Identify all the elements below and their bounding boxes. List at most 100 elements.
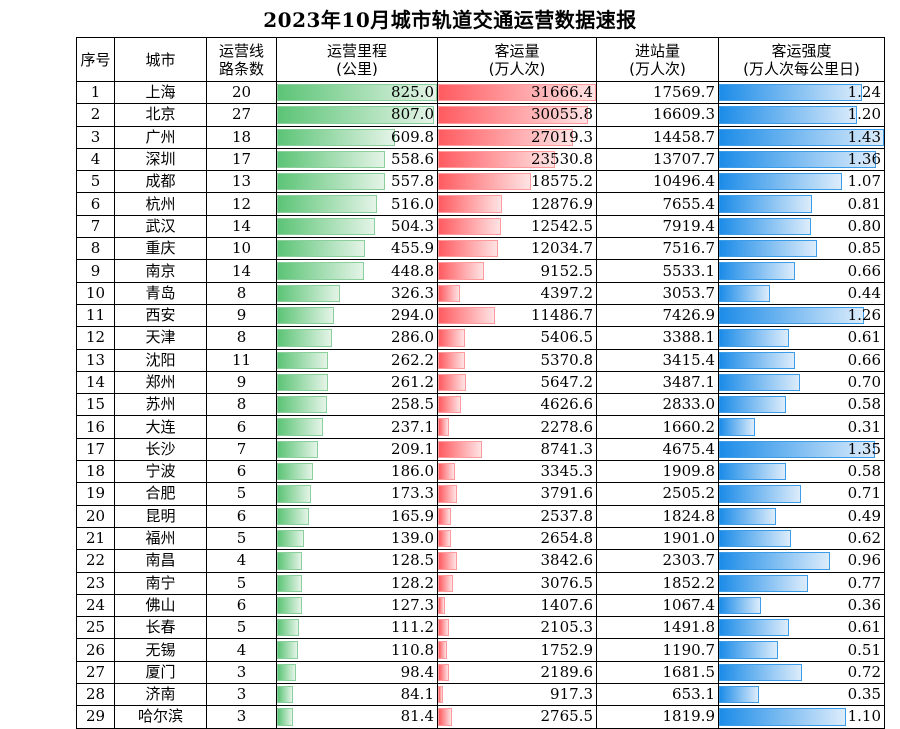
ridership-value: 2537.8 [540,506,594,525]
row-intensity: 1.20 [718,103,885,127]
row-intensity: 0.66 [718,348,885,372]
row-index: 12 [76,326,115,350]
table-row: 23 南宁 5 128.2 3076.5 1852.2 0.77 [76,571,885,595]
ridership-value: 2654.8 [540,529,594,548]
mileage-databar [277,306,335,325]
row-lines: 13 [206,170,277,194]
ridership-databar [438,284,460,302]
header-index: 序号 [76,37,115,82]
intensity-value: 0.58 [847,462,881,481]
intensity-databar [719,574,808,592]
header-lines: 运营线 路条数 [206,37,277,82]
row-mileage: 326.3 [276,281,438,305]
row-city: 佛山 [114,593,207,618]
header-intensity: 客运强度 (万人次每公里日) [718,37,885,82]
mileage-value: 165.9 [391,506,434,525]
ridership-databar [438,440,482,459]
ridership-databar [438,262,484,280]
mileage-value: 825.0 [391,83,434,102]
row-ridership: 9152.5 [437,259,597,283]
row-entries: 1660.2 [596,415,719,439]
row-ridership: 2278.6 [437,415,597,439]
row-mileage: 209.1 [276,437,438,462]
intensity-databar [719,84,863,102]
ridership-value: 3076.5 [540,573,594,592]
mileage-databar [277,463,314,481]
intensity-databar [719,373,800,392]
intensity-value: 1.10 [847,707,881,726]
ridership-databar [438,173,531,191]
intensity-value: 0.85 [847,239,881,258]
row-index: 9 [76,259,115,283]
row-entries: 17569.7 [596,80,719,105]
row-ridership: 11486.7 [437,303,597,328]
row-lines: 3 [206,683,277,707]
row-mileage: 127.3 [276,593,438,618]
row-mileage: 98.4 [276,660,438,685]
mileage-value: 186.0 [391,462,434,481]
table-row: 3 广州 18 609.8 27019.3 14458.7 1.43 [76,125,885,149]
row-index: 29 [76,705,115,729]
row-lines: 5 [206,616,277,640]
intensity-databar [719,619,790,637]
row-index: 8 [76,237,115,261]
intensity-value: 0.61 [847,328,881,347]
row-index: 6 [76,192,115,216]
ridership-databar [438,485,457,503]
row-ridership: 917.3 [437,683,597,707]
row-ridership: 2105.3 [437,616,597,640]
ridership-value: 5647.2 [540,373,594,391]
mileage-value: 111.2 [391,618,434,637]
table-row: 18 宁波 6 186.0 3345.3 1909.8 0.58 [76,460,885,484]
row-index: 24 [76,593,115,618]
row-intensity: 0.71 [718,482,885,506]
row-ridership: 2654.8 [437,526,597,551]
mileage-value: 261.2 [391,373,434,391]
row-mileage: 261.2 [276,370,438,395]
row-lines: 12 [206,192,277,216]
mileage-value: 84.1 [400,685,434,704]
row-ridership: 30055.8 [437,103,597,127]
ridership-value: 11486.7 [530,306,593,325]
intensity-databar [719,128,884,146]
row-ridership: 2537.8 [437,504,597,528]
row-mileage: 84.1 [276,683,438,707]
intensity-databar [719,529,791,548]
mileage-value: 81.4 [400,707,434,726]
ridership-value: 3345.3 [540,462,594,481]
mileage-value: 262.2 [391,350,434,369]
row-city: 南宁 [114,571,207,595]
intensity-databar [719,596,761,615]
table-row: 22 南昌 4 128.5 3842.6 2303.7 0.96 [76,549,885,573]
row-intensity: 0.36 [718,593,885,618]
ridership-value: 12034.7 [530,239,593,258]
mileage-databar [277,262,365,280]
row-intensity: 0.49 [718,504,885,528]
row-ridership: 3842.6 [437,549,597,573]
row-mileage: 173.3 [276,482,438,506]
row-intensity: 0.70 [718,370,885,395]
row-intensity: 1.26 [718,303,885,328]
mileage-value: 558.6 [391,150,434,169]
row-intensity: 0.58 [718,460,885,484]
row-entries: 4675.4 [596,437,719,462]
row-city: 沈阳 [114,348,207,372]
table-row: 2 北京 27 807.0 30055.8 16609.3 1.20 [76,103,885,127]
table-row: 20 昆明 6 165.9 2537.8 1824.8 0.49 [76,504,885,528]
row-lines: 8 [206,326,277,350]
row-intensity: 1.24 [718,80,885,105]
ridership-databar [438,529,452,548]
mileage-databar [277,373,328,392]
mileage-databar [277,351,328,369]
row-intensity: 0.61 [718,326,885,350]
row-lines: 17 [206,147,277,172]
table-row: 15 苏州 8 258.5 4626.6 2833.0 0.58 [76,393,885,417]
table-row: 9 南京 14 448.8 9152.5 5533.1 0.66 [76,259,885,283]
row-lines: 5 [206,526,277,551]
row-ridership: 23530.8 [437,147,597,172]
row-lines: 14 [206,214,277,239]
table-row: 7 武汉 14 504.3 12542.5 7919.4 0.80 [76,214,885,239]
table-row: 19 合肥 5 173.3 3791.6 2505.2 0.71 [76,482,885,506]
row-lines: 5 [206,571,277,595]
intensity-databar [719,396,786,414]
